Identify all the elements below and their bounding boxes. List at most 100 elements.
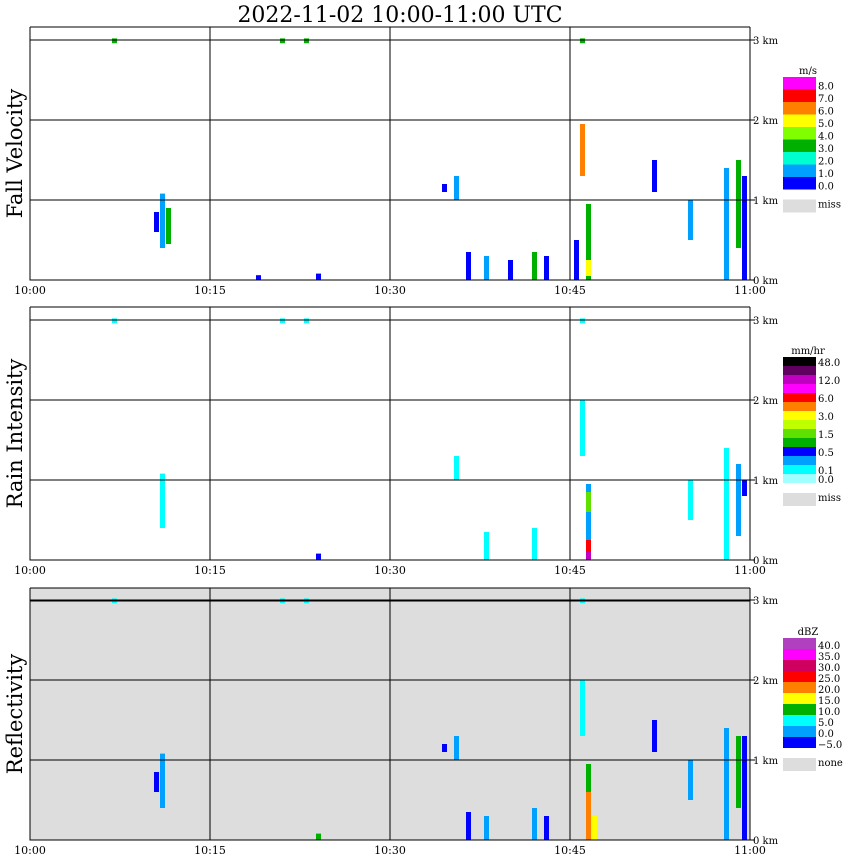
x-tick-label: 10:00 [14, 564, 46, 577]
echo-mark [724, 728, 729, 840]
legend-swatch [783, 447, 816, 456]
echo-mark [742, 176, 747, 280]
x-tick-label: 10:45 [554, 564, 586, 577]
y-tick-label: 0 km [753, 836, 779, 847]
legend-missing-label: miss [818, 200, 841, 211]
y-tick-label: 2 km [753, 676, 779, 687]
echo-mark [652, 160, 657, 192]
echo-mark [688, 760, 693, 800]
plot-frame [29, 600, 751, 841]
legend-label: 1.5 [818, 430, 834, 441]
echo-mark [280, 38, 285, 44]
echo-mark [280, 318, 285, 324]
y-axis-label: Rain Intensity [3, 359, 27, 509]
echo-mark [586, 484, 591, 560]
echo-mark [166, 208, 171, 244]
echo-mark [736, 160, 741, 248]
echo-mark [154, 772, 159, 792]
legend-swatch [783, 139, 816, 152]
legend-label: 1.0 [818, 169, 834, 180]
echo-mark [580, 38, 585, 44]
legend-unit: m/s [799, 66, 817, 77]
panel-rain-intensity: 10:00 10:15 10:30 10:45 11:000 km 1 km 2 km 3 k… [3, 306, 841, 577]
legend-swatch [783, 164, 816, 177]
y-tick-label: 2 km [753, 116, 779, 127]
echo-mark [586, 540, 591, 560]
legend-swatch [783, 114, 816, 127]
x-tick-label: 11:00 [734, 844, 766, 857]
legend-swatch [783, 357, 816, 366]
legend-label: 6.0 [818, 394, 834, 405]
legend-label: 6.0 [818, 107, 834, 118]
legend-label: 3.0 [818, 144, 834, 155]
echo-mark [454, 456, 459, 480]
echo-mark [304, 318, 309, 324]
echo-mark [112, 38, 117, 44]
legend-missing-label: none [818, 758, 843, 769]
echo-mark [484, 256, 489, 280]
x-tick-label: 10:00 [14, 284, 46, 297]
legend-label: 8.0 [818, 82, 834, 93]
legend-swatch [783, 152, 816, 165]
echo-mark [544, 816, 549, 840]
legend-swatch [783, 638, 816, 649]
legend-swatch [783, 649, 816, 660]
y-tick-label: 3 km [753, 596, 779, 607]
echo-mark [160, 473, 165, 528]
legend-label: 12.0 [818, 376, 840, 387]
legend-label: 0.1 [818, 466, 834, 477]
y-tick-label: 3 km [753, 36, 779, 47]
legend-label: 20.0 [818, 685, 840, 696]
legend-swatch [783, 704, 816, 715]
legend-swatch [783, 89, 816, 102]
echo-mark [742, 736, 747, 840]
echo-mark [466, 812, 471, 840]
x-tick-label: 10:30 [374, 564, 406, 577]
legend: m/s8.07.0 6.05.0 4.03.0 2.01.0 0.0 miss [783, 66, 841, 213]
echo-mark [484, 816, 489, 840]
plot-frame [29, 319, 751, 561]
y-tick-label: 1 km [753, 476, 779, 487]
echo-mark [688, 480, 693, 520]
echo-mark [724, 168, 729, 280]
x-tick-label: 10:15 [194, 284, 226, 297]
echo-mark [508, 260, 513, 280]
legend-swatch [783, 465, 816, 474]
legend-label: 30.0 [818, 663, 840, 674]
legend-label: 0.0 [818, 475, 834, 486]
legend-missing-label: miss [818, 493, 841, 504]
echo-mark [742, 480, 747, 496]
echo-mark [586, 492, 591, 512]
legend-label: 0.0 [818, 182, 834, 193]
legend-swatch [783, 411, 816, 420]
echo-mark [586, 204, 591, 280]
echo-mark [304, 38, 309, 44]
y-tick-label: 2 km [753, 396, 779, 407]
y-tick-label: 0 km [753, 556, 779, 567]
x-tick-label: 10:15 [194, 844, 226, 857]
panel-reflectivity: 10:00 10:15 10:30 10:45 11:000 km 1 km 2 km 3 k… [3, 587, 843, 857]
legend-swatch [783, 682, 816, 693]
echo-mark [724, 448, 729, 560]
legend-unit: mm/hr [791, 346, 825, 357]
y-tick-label: 3 km [753, 316, 779, 327]
legend-label: 0.0 [818, 729, 834, 740]
echo-mark [544, 256, 549, 280]
legend-swatch [783, 420, 816, 429]
x-tick-label: 10:15 [194, 564, 226, 577]
y-tick-label: 1 km [753, 196, 779, 207]
legend-swatch [783, 693, 816, 704]
echo-mark [316, 833, 321, 840]
echo-mark [688, 200, 693, 240]
legend-label: 10.0 [818, 707, 840, 718]
legend-swatch [783, 660, 816, 671]
legend-swatch [783, 429, 816, 438]
legend-swatch [783, 726, 816, 737]
legend-label: 35.0 [818, 652, 840, 663]
x-tick-label: 10:45 [554, 284, 586, 297]
legend-label: 2.0 [818, 157, 834, 168]
legend-missing-swatch [783, 758, 816, 771]
legend-label: −5.0 [818, 740, 842, 751]
echo-mark [586, 260, 591, 276]
